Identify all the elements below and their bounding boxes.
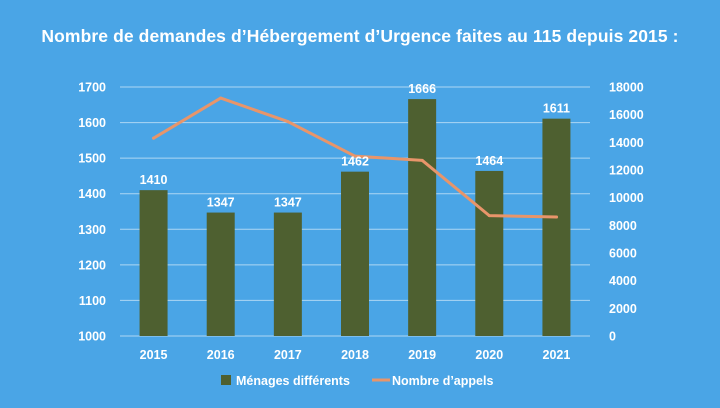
bar-value-label: 1464 xyxy=(475,154,503,168)
line-point xyxy=(286,120,290,124)
x-tick-label: 2021 xyxy=(543,348,571,362)
data-labels: 1410 1347 1347 1462 1666 1464 1611 xyxy=(140,82,570,209)
y-left-tick-label: 1000 xyxy=(78,330,106,344)
x-tick-label: 2016 xyxy=(207,348,235,362)
y-left-tick-label: 1100 xyxy=(79,294,106,308)
y-left-tick-label: 1400 xyxy=(78,187,106,201)
bar xyxy=(341,171,369,336)
bar-value-label: 1462 xyxy=(341,155,369,169)
legend-label-line: Nombre d’appels xyxy=(392,374,493,388)
axes: 1000 1100 1200 1300 1400 1500 1600 1700 0 2000 400… xyxy=(78,81,644,363)
line-point xyxy=(487,214,491,218)
y-right-tick-label: 4000 xyxy=(609,274,637,288)
y-right-tick-label: 12000 xyxy=(609,164,644,178)
bar xyxy=(475,170,504,336)
y-right-tick-label: 6000 xyxy=(609,247,637,261)
bar-value-label: 1410 xyxy=(140,173,168,187)
line-series xyxy=(152,96,558,219)
bar-value-label: 1666 xyxy=(408,82,436,96)
legend-label-bar: Ménages différents xyxy=(236,374,350,388)
bar xyxy=(542,118,571,336)
y-right-tick-label: 8000 xyxy=(609,219,637,233)
x-tick-label: 2018 xyxy=(341,348,369,362)
x-tick-label: 2015 xyxy=(140,348,168,362)
y-right-tick-label: 10000 xyxy=(609,191,644,205)
x-tick-label: 2020 xyxy=(475,348,503,362)
line-point xyxy=(554,215,558,219)
y-right-tick-label: 2000 xyxy=(609,302,637,316)
line-point xyxy=(353,154,357,158)
y-right-tick-label: 14000 xyxy=(609,136,644,150)
y-right-tick-label: 18000 xyxy=(609,81,644,95)
y-left-tick-label: 1300 xyxy=(78,223,106,237)
bar xyxy=(139,190,168,336)
chart-title: Nombre de demandes d’Hébergement d’Urgen… xyxy=(41,26,679,46)
bar-value-label: 1611 xyxy=(543,102,570,116)
x-tick-label: 2017 xyxy=(274,348,302,362)
y-left-tick-label: 1200 xyxy=(78,258,106,272)
y-left-tick-label: 1600 xyxy=(78,116,106,130)
bar xyxy=(408,99,437,336)
bar-series xyxy=(139,99,571,336)
y-right-tick-label: 0 xyxy=(609,330,616,344)
x-tick-label: 2019 xyxy=(408,348,436,362)
legend-swatch-bar xyxy=(221,375,231,385)
y-left-tick-label: 1700 xyxy=(78,81,106,95)
line-point xyxy=(420,158,424,162)
y-left-tick-label: 1500 xyxy=(78,152,106,166)
line-point xyxy=(219,96,223,100)
y-right-tick-label: 16000 xyxy=(609,108,644,122)
bar-value-label: 1347 xyxy=(274,196,302,210)
bar-value-label: 1347 xyxy=(207,196,235,210)
legend: Ménages différents Nombre d’appels xyxy=(221,374,493,388)
bar xyxy=(273,212,302,336)
line-point xyxy=(152,136,156,140)
bar xyxy=(206,212,235,336)
